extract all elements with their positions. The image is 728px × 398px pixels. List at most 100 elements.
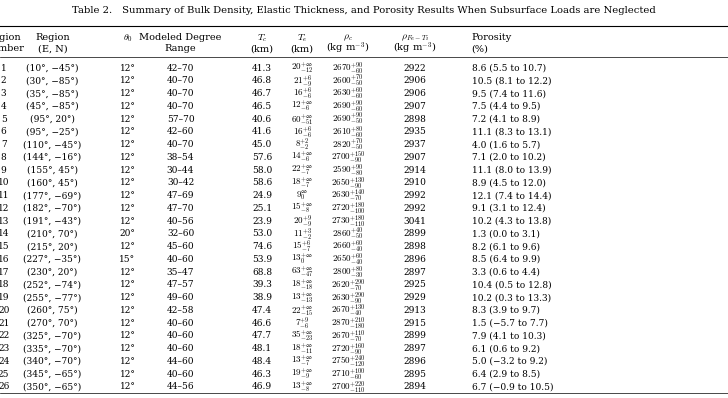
Text: 35–47: 35–47	[167, 267, 194, 277]
Text: 40–60: 40–60	[167, 332, 194, 340]
Text: (260°, 75°): (260°, 75°)	[27, 306, 78, 315]
Text: 40–60: 40–60	[167, 370, 194, 378]
Text: $2710^{+100}_{−60}$: $2710^{+100}_{−60}$	[331, 366, 365, 382]
Text: $14^{+∞}_{−6}$: $14^{+∞}_{−6}$	[291, 150, 313, 164]
Text: 2899: 2899	[403, 332, 427, 340]
Text: 3: 3	[1, 89, 7, 98]
Text: 5: 5	[1, 115, 7, 123]
Text: 58.0: 58.0	[252, 166, 272, 175]
Text: $2820^{+70}_{−50}$: $2820^{+70}_{−50}$	[332, 136, 364, 153]
Text: 11: 11	[0, 191, 9, 200]
Text: $2650^{+130}_{−90}$: $2650^{+130}_{−90}$	[331, 175, 365, 191]
Text: 9: 9	[1, 166, 7, 175]
Text: 47–57: 47–57	[167, 280, 194, 289]
Text: 8: 8	[1, 153, 7, 162]
Text: 21: 21	[0, 318, 9, 328]
Text: $15^{+∞}_{−8}$: $15^{+∞}_{−8}$	[291, 201, 313, 215]
Text: 2925: 2925	[403, 280, 427, 289]
Text: (30°, −85°): (30°, −85°)	[26, 76, 79, 85]
Text: $2700^{+220}_{−110}$: $2700^{+220}_{−110}$	[331, 379, 365, 395]
Text: $13^{+∞}_{−8}$: $13^{+∞}_{−8}$	[291, 380, 313, 394]
Text: 1.3 (0.0 to 3.1): 1.3 (0.0 to 3.1)	[472, 229, 539, 238]
Text: (182°, −70°): (182°, −70°)	[23, 204, 82, 213]
Text: 47–69: 47–69	[167, 191, 194, 200]
Text: $\theta_0$: $\theta_0$	[122, 32, 132, 44]
Text: 2913: 2913	[403, 306, 427, 315]
Text: 40.6: 40.6	[252, 115, 272, 123]
Text: 1: 1	[1, 64, 7, 72]
Text: $2730^{+180}_{−110}$: $2730^{+180}_{−110}$	[331, 213, 365, 229]
Text: 12°: 12°	[119, 76, 135, 85]
Text: 12°: 12°	[119, 370, 135, 378]
Text: 11.1 (8.3 to 13.1): 11.1 (8.3 to 13.1)	[472, 127, 551, 137]
Text: 22: 22	[0, 332, 9, 340]
Text: 12°: 12°	[119, 140, 135, 149]
Text: 30–42: 30–42	[167, 178, 194, 187]
Text: Porosity: Porosity	[472, 33, 512, 42]
Text: 7.5 (4.4 to 9.5): 7.5 (4.4 to 9.5)	[472, 102, 540, 111]
Text: 9.1 (3.1 to 12.4): 9.1 (3.1 to 12.4)	[472, 204, 545, 213]
Text: (E, N): (E, N)	[38, 44, 67, 53]
Text: 1.5 (−5.7 to 7.7): 1.5 (−5.7 to 7.7)	[472, 318, 547, 328]
Text: 57.6: 57.6	[252, 153, 272, 162]
Text: 48.1: 48.1	[252, 344, 272, 353]
Text: 2896: 2896	[403, 357, 427, 366]
Text: 40–60: 40–60	[167, 344, 194, 353]
Text: 8.3 (3.9 to 9.7): 8.3 (3.9 to 9.7)	[472, 306, 539, 315]
Text: 7: 7	[1, 140, 7, 149]
Text: $18^{+∞}_{−11}$: $18^{+∞}_{−11}$	[291, 341, 313, 356]
Text: 8.2 (6.1 to 9.6): 8.2 (6.1 to 9.6)	[472, 242, 539, 251]
Text: 2895: 2895	[403, 370, 427, 378]
Text: $8^{+2}_{−2}$: $8^{+2}_{−2}$	[295, 137, 309, 152]
Text: $2670^{+110}_{−70}$: $2670^{+110}_{−70}$	[331, 328, 365, 344]
Text: 42–70: 42–70	[167, 64, 194, 72]
Text: 2898: 2898	[403, 115, 427, 123]
Text: $9^{∞}_{0}$: $9^{∞}_{0}$	[296, 189, 309, 202]
Text: $2720^{+160}_{−90}$: $2720^{+160}_{−90}$	[331, 341, 365, 357]
Text: $2620^{+290}_{−70}$: $2620^{+290}_{−70}$	[331, 277, 365, 293]
Text: (177°, −69°): (177°, −69°)	[23, 191, 82, 200]
Text: $2750^{+240}_{−120}$: $2750^{+240}_{−120}$	[331, 353, 365, 369]
Text: $18^{+∞}_{−18}$: $18^{+∞}_{−18}$	[291, 278, 313, 292]
Text: 5.0 (−3.2 to 9.2): 5.0 (−3.2 to 9.2)	[472, 357, 547, 366]
Text: $20^{+9}_{−9}$: $20^{+9}_{−9}$	[293, 213, 312, 229]
Text: Region: Region	[35, 33, 70, 42]
Text: 40–60: 40–60	[167, 255, 194, 264]
Text: 12°: 12°	[119, 382, 135, 391]
Text: Modeled Degree: Modeled Degree	[139, 33, 222, 42]
Text: 4.0 (1.6 to 5.7): 4.0 (1.6 to 5.7)	[472, 140, 540, 149]
Text: 2899: 2899	[403, 229, 427, 238]
Text: 45–60: 45–60	[167, 242, 194, 251]
Text: (35°, −85°): (35°, −85°)	[26, 89, 79, 98]
Text: 2898: 2898	[403, 242, 427, 251]
Text: $2670^{+90}_{−60}$: $2670^{+90}_{−60}$	[332, 60, 364, 76]
Text: 12.1 (7.4 to 14.4): 12.1 (7.4 to 14.4)	[472, 191, 551, 200]
Text: 2906: 2906	[403, 89, 427, 98]
Text: (210°, 70°): (210°, 70°)	[27, 229, 78, 238]
Text: $2610^{+80}_{−60}$: $2610^{+80}_{−60}$	[332, 124, 364, 140]
Text: 12°: 12°	[119, 115, 135, 123]
Text: 23.9: 23.9	[252, 217, 272, 226]
Text: 23: 23	[0, 344, 9, 353]
Text: 2935: 2935	[403, 127, 427, 137]
Text: 47.7: 47.7	[252, 332, 272, 340]
Text: 2907: 2907	[403, 153, 427, 162]
Text: 6.1 (0.6 to 9.2): 6.1 (0.6 to 9.2)	[472, 344, 539, 353]
Text: 26: 26	[0, 382, 9, 391]
Text: $T_c$: $T_c$	[257, 32, 267, 44]
Text: 46.8: 46.8	[252, 76, 272, 85]
Text: (350°, −65°): (350°, −65°)	[23, 382, 82, 391]
Text: $13^{+∞}_{−13}$: $13^{+∞}_{−13}$	[291, 291, 313, 305]
Text: 17: 17	[0, 267, 9, 277]
Text: $11^{+3}_{−2}$: $11^{+3}_{−2}$	[293, 226, 312, 242]
Text: 41.6: 41.6	[252, 127, 272, 137]
Text: 40–70: 40–70	[167, 76, 194, 85]
Text: 74.6: 74.6	[252, 242, 272, 251]
Text: $22^{+∞}_{−15}$: $22^{+∞}_{−15}$	[291, 303, 313, 318]
Text: 6: 6	[1, 127, 7, 137]
Text: 2914: 2914	[403, 166, 427, 175]
Text: (255°, −77°): (255°, −77°)	[23, 293, 82, 302]
Text: 8.6 (5.5 to 10.7): 8.6 (5.5 to 10.7)	[472, 64, 546, 72]
Text: 44–56: 44–56	[167, 382, 194, 391]
Text: $2660^{+60}_{−40}$: $2660^{+60}_{−40}$	[332, 239, 364, 254]
